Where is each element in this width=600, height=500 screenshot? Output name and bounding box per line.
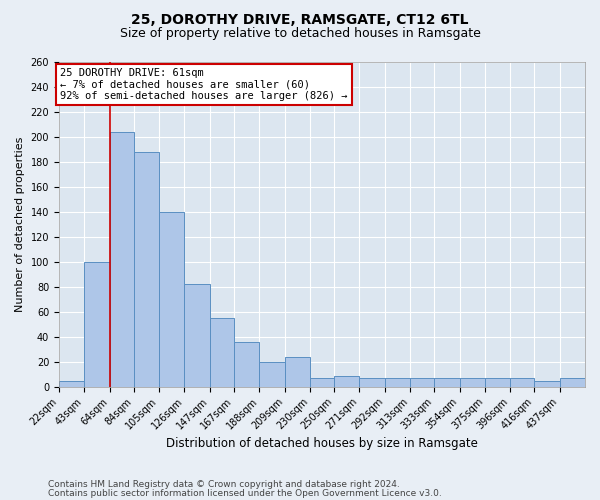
Bar <box>259 362 284 387</box>
Bar <box>234 342 259 387</box>
Bar <box>460 378 485 387</box>
Text: Contains public sector information licensed under the Open Government Licence v3: Contains public sector information licen… <box>48 489 442 498</box>
Bar <box>84 262 110 387</box>
Bar <box>560 378 585 387</box>
Bar <box>184 284 210 387</box>
Y-axis label: Number of detached properties: Number of detached properties <box>15 136 25 312</box>
Text: Size of property relative to detached houses in Ramsgate: Size of property relative to detached ho… <box>119 28 481 40</box>
Bar <box>134 152 159 387</box>
X-axis label: Distribution of detached houses by size in Ramsgate: Distribution of detached houses by size … <box>166 437 478 450</box>
Bar <box>485 378 510 387</box>
Bar <box>59 380 84 387</box>
Bar <box>110 132 134 387</box>
Text: 25, DOROTHY DRIVE, RAMSGATE, CT12 6TL: 25, DOROTHY DRIVE, RAMSGATE, CT12 6TL <box>131 12 469 26</box>
Bar <box>359 378 385 387</box>
Bar <box>434 378 460 387</box>
Bar <box>310 378 334 387</box>
Text: 25 DOROTHY DRIVE: 61sqm
← 7% of detached houses are smaller (60)
92% of semi-det: 25 DOROTHY DRIVE: 61sqm ← 7% of detached… <box>60 68 347 101</box>
Text: Contains HM Land Registry data © Crown copyright and database right 2024.: Contains HM Land Registry data © Crown c… <box>48 480 400 489</box>
Bar <box>334 376 359 387</box>
Bar <box>535 380 560 387</box>
Bar <box>210 318 234 387</box>
Bar <box>385 378 410 387</box>
Bar <box>410 378 434 387</box>
Bar <box>159 212 184 387</box>
Bar <box>510 378 535 387</box>
Bar <box>284 357 310 387</box>
